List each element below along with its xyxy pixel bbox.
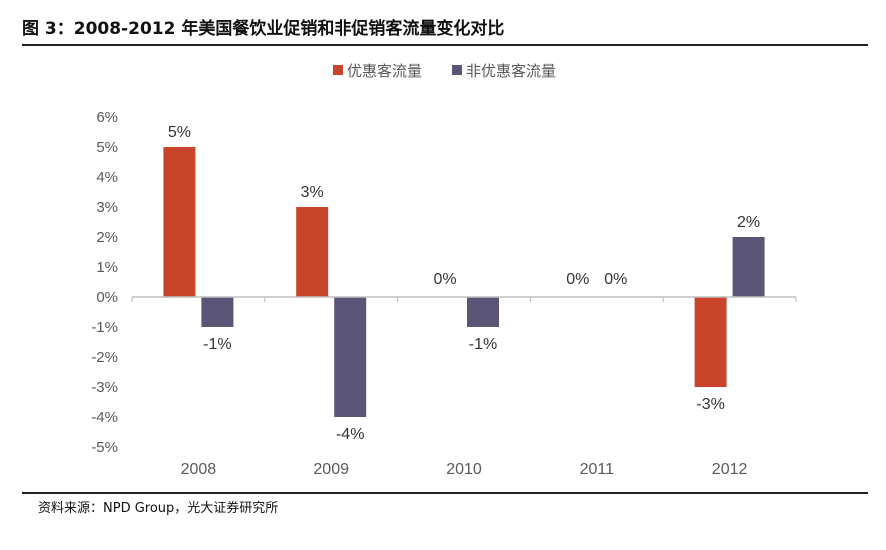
chart-legend: 优惠客流量 非优惠客流量	[333, 63, 556, 80]
bars	[163, 147, 765, 417]
x-tick-label: 2012	[712, 461, 748, 478]
legend-label-promo: 优惠客流量	[347, 63, 422, 80]
bar-promo-2009	[296, 207, 329, 297]
data-label-non-promo-2012: 2%	[737, 214, 760, 231]
data-label-promo-2010: 0%	[433, 271, 456, 288]
data-label-promo-2012: -3%	[696, 396, 724, 413]
y-tick-label: 3%	[96, 199, 118, 216]
data-label-non-promo-2008: -1%	[203, 336, 231, 353]
y-tick-label: -1%	[91, 319, 118, 336]
legend-swatch-promo	[333, 65, 343, 75]
y-tick-label: 4%	[96, 169, 118, 186]
data-labels: 5% -1% 3% -4% 0% -1% 0% 0% -3% 2%	[168, 124, 760, 443]
bar-non-promo-2010	[467, 297, 499, 327]
source-divider	[22, 492, 868, 494]
data-label-non-promo-2010: -1%	[469, 336, 497, 353]
y-tick-label: 1%	[96, 259, 118, 276]
data-label-promo-2009: 3%	[301, 184, 324, 201]
legend-label-non-promo: 非优惠客流量	[466, 63, 556, 80]
y-tick-label: -3%	[91, 379, 118, 396]
y-tick-label: -2%	[91, 349, 118, 366]
data-label-promo-2008: 5%	[168, 124, 191, 141]
title-underline	[22, 44, 868, 46]
figure-title: 图 3：2008-2012 年美国餐饮业促销和非促销客流量变化对比	[22, 19, 505, 39]
x-tick-label: 2009	[313, 461, 349, 478]
legend-swatch-non-promo	[452, 65, 462, 75]
data-label-non-promo-2011: 0%	[604, 271, 627, 288]
source-note: 资料来源：NPD Group，光大证券研究所	[38, 501, 279, 516]
y-tick-label: 5%	[96, 139, 118, 156]
bar-chart: 优惠客流量 非优惠客流量 6% 5% 4% 3% 2% 1% 0% -1% -2% -3% -4% -5…	[91, 63, 797, 478]
y-tick-label: 2%	[96, 229, 118, 246]
x-tick-label: 2008	[181, 461, 217, 478]
y-tick-label: -5%	[91, 439, 118, 456]
bar-non-promo-2009	[334, 297, 367, 417]
bar-non-promo-2012	[732, 237, 765, 297]
y-axis: 6% 5% 4% 3% 2% 1% 0% -1% -2% -3% -4% -5%	[91, 109, 118, 456]
x-tick-label: 2010	[446, 461, 482, 478]
bar-promo-2012	[694, 297, 727, 387]
y-tick-label: 6%	[96, 109, 118, 126]
data-label-non-promo-2009: -4%	[336, 426, 364, 443]
x-axis: 2008 2009 2010 2011 2012	[181, 461, 748, 478]
y-tick-label: -4%	[91, 409, 118, 426]
zero-axis-line	[131, 296, 797, 302]
y-tick-label: 0%	[96, 289, 118, 306]
x-tick-label: 2011	[580, 461, 615, 478]
data-label-promo-2011: 0%	[566, 271, 589, 288]
bar-non-promo-2008	[201, 297, 234, 327]
bar-promo-2008	[163, 147, 196, 297]
